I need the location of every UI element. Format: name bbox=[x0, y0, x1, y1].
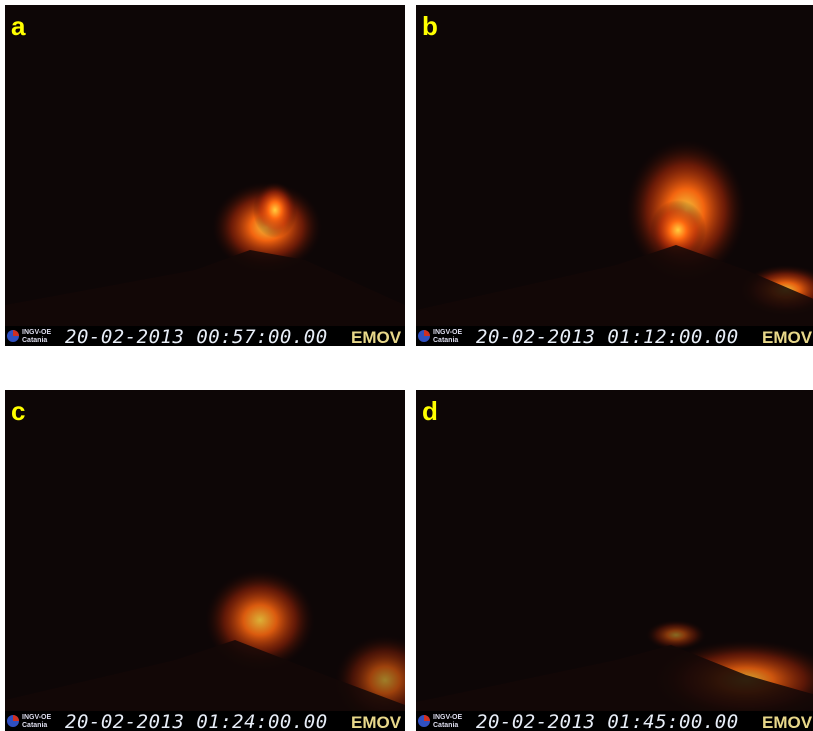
panel-label: d bbox=[422, 396, 438, 426]
lava-glow bbox=[253, 182, 297, 238]
timestamp: 20-02-2013 01:45:00.00 bbox=[476, 711, 739, 731]
watermark: EMOV bbox=[351, 328, 402, 346]
panel-label: b bbox=[422, 11, 438, 41]
watermark: EMOV bbox=[762, 713, 813, 731]
logo-text: Catania bbox=[433, 722, 458, 729]
logo-text: Catania bbox=[22, 337, 47, 344]
timestamp: 20-02-2013 00:57:00.00 bbox=[65, 326, 328, 346]
logo-text: INGV-OE bbox=[433, 329, 463, 336]
logo-text: INGV-OE bbox=[433, 714, 463, 721]
panel-label: c bbox=[11, 396, 25, 426]
watermark: EMOV bbox=[351, 713, 402, 731]
timestamp: 20-02-2013 01:24:00.00 bbox=[65, 711, 328, 731]
lava-glow bbox=[646, 620, 706, 650]
logo-text: Catania bbox=[433, 337, 458, 344]
logo-text: INGV-OE bbox=[22, 329, 52, 336]
timestamp: 20-02-2013 01:12:00.00 bbox=[476, 326, 739, 346]
panel-label: a bbox=[11, 11, 26, 41]
figure: INGV-OECatania20-02-2013 00:57:00.00EMOV… bbox=[0, 0, 813, 731]
logo-text: INGV-OE bbox=[22, 714, 52, 721]
watermark: EMOV bbox=[762, 328, 813, 346]
logo-text: Catania bbox=[22, 722, 47, 729]
